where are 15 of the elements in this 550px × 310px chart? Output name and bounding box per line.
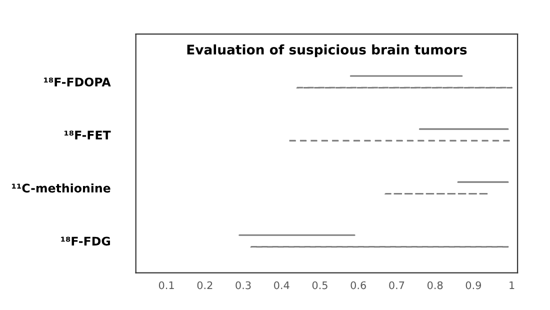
y-tick-label: ¹⁸F-FDG xyxy=(61,236,110,246)
y-tick-label: ¹⁸F-FET xyxy=(64,130,111,140)
y-tick-label: ¹⁸F-FDOPA xyxy=(44,78,111,86)
y-tick-label: ¹¹C-methionine xyxy=(12,183,110,193)
x-tick-label: 0.1 xyxy=(158,281,174,290)
x-tick-label: 0.4 xyxy=(274,281,290,290)
x-tick-label: 0.3 xyxy=(236,281,251,290)
x-tick-label: 0.5 xyxy=(312,281,328,290)
x-tick-label: 0.7 xyxy=(389,281,404,290)
text: Evaluation of suspicious brain tumors xyxy=(187,44,467,58)
x-tick-label: 0.9 xyxy=(466,281,481,290)
x-tick-label: 1 xyxy=(510,281,514,290)
x-tick-label: 0.8 xyxy=(427,281,443,290)
x-tick-label: 0.6 xyxy=(350,281,366,290)
x-tick-label: 0.2 xyxy=(197,281,212,290)
